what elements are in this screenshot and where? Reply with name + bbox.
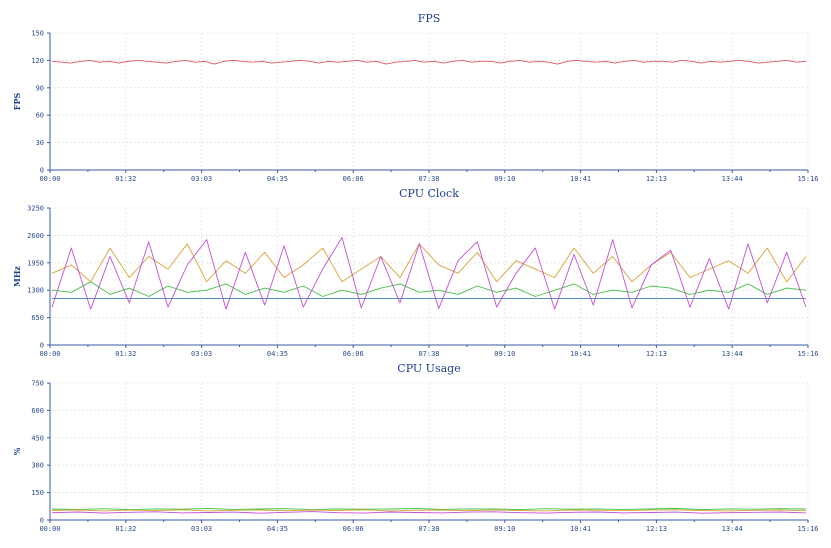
y-tick-label: 750: [31, 380, 44, 388]
y-tick-label: 150: [31, 30, 44, 38]
chart-title: CPU Clock: [399, 187, 459, 200]
chart-panel-3: CPU Usage 0 150 300 450 600 750 00:00 01:32 03:03…: [12, 362, 819, 533]
x-tick-label: 01:32: [115, 175, 136, 183]
x-tick-label: 10:41: [570, 350, 591, 358]
x-tick-label: 07:38: [418, 175, 439, 183]
x-tick-label: 09:10: [494, 525, 515, 533]
y-tick-label: 2600: [27, 232, 44, 240]
x-tick-label: 15:16: [797, 350, 818, 358]
x-tick-label: 09:10: [494, 175, 515, 183]
x-tick-label: 06:06: [343, 175, 364, 183]
x-tick-label: 10:41: [570, 175, 591, 183]
y-tick-label: 1300: [27, 287, 44, 295]
x-tick-label: 04:35: [267, 350, 288, 358]
x-tick-label: 00:00: [39, 350, 60, 358]
x-tick-label: 13:44: [722, 350, 743, 358]
y-axis-label: MHz: [12, 266, 22, 287]
chart-panel-1: FPS 0 30 60 90 120 150 00:00 01:32 03:03 04:35 06:0…: [12, 12, 819, 183]
x-tick-label: 07:38: [418, 525, 439, 533]
x-tick-label: 00:00: [39, 175, 60, 183]
y-tick-label: 1950: [27, 259, 44, 267]
x-tick-label: 15:16: [797, 175, 818, 183]
y-tick-label: 120: [31, 57, 44, 65]
y-tick-label: 0: [40, 167, 44, 175]
series-line-1: [51, 508, 807, 511]
y-tick-label: 3250: [27, 205, 44, 213]
x-tick-label: 12:13: [646, 525, 667, 533]
series-line-4: [51, 237, 807, 310]
y-tick-label: 90: [36, 84, 44, 92]
x-tick-label: 06:06: [343, 350, 364, 358]
series-line-3: [51, 511, 807, 514]
y-tick-label: 150: [31, 489, 44, 497]
y-tick-label: 600: [31, 407, 44, 415]
x-tick-label: 01:32: [115, 350, 136, 358]
x-tick-label: 12:13: [646, 175, 667, 183]
x-tick-label: 03:03: [191, 350, 212, 358]
x-tick-label: 06:06: [343, 525, 364, 533]
x-tick-label: 01:32: [115, 525, 136, 533]
y-axis-label: FPS: [12, 93, 22, 111]
y-axis-label: %: [12, 447, 22, 455]
series-line-1: [51, 59, 807, 65]
y-tick-label: 450: [31, 434, 44, 442]
x-tick-label: 04:35: [267, 175, 288, 183]
x-tick-label: 13:44: [722, 175, 743, 183]
x-tick-label: 09:10: [494, 350, 515, 358]
x-tick-label: 07:38: [418, 350, 439, 358]
chart-title: FPS: [418, 12, 441, 25]
y-tick-label: 300: [31, 462, 44, 470]
x-tick-label: 03:03: [191, 525, 212, 533]
chart-panel-2: CPU Clock 0 650 1300 1950 2600 3250 00:00 01:32 0…: [12, 187, 819, 358]
y-tick-label: 0: [40, 342, 44, 350]
series-line-2: [51, 281, 807, 297]
x-tick-label: 12:13: [646, 350, 667, 358]
x-tick-label: 03:03: [191, 175, 212, 183]
series-line-3: [51, 243, 807, 283]
y-tick-label: 650: [31, 314, 44, 322]
chart-title: CPU Usage: [397, 362, 460, 375]
x-tick-label: 10:41: [570, 525, 591, 533]
x-tick-label: 15:16: [797, 525, 818, 533]
x-tick-label: 04:35: [267, 525, 288, 533]
x-tick-label: 13:44: [722, 525, 743, 533]
x-tick-label: 00:00: [39, 525, 60, 533]
y-tick-label: 60: [36, 112, 44, 120]
y-tick-label: 0: [40, 517, 44, 525]
series-line-2: [51, 509, 807, 512]
y-tick-label: 30: [36, 139, 44, 147]
